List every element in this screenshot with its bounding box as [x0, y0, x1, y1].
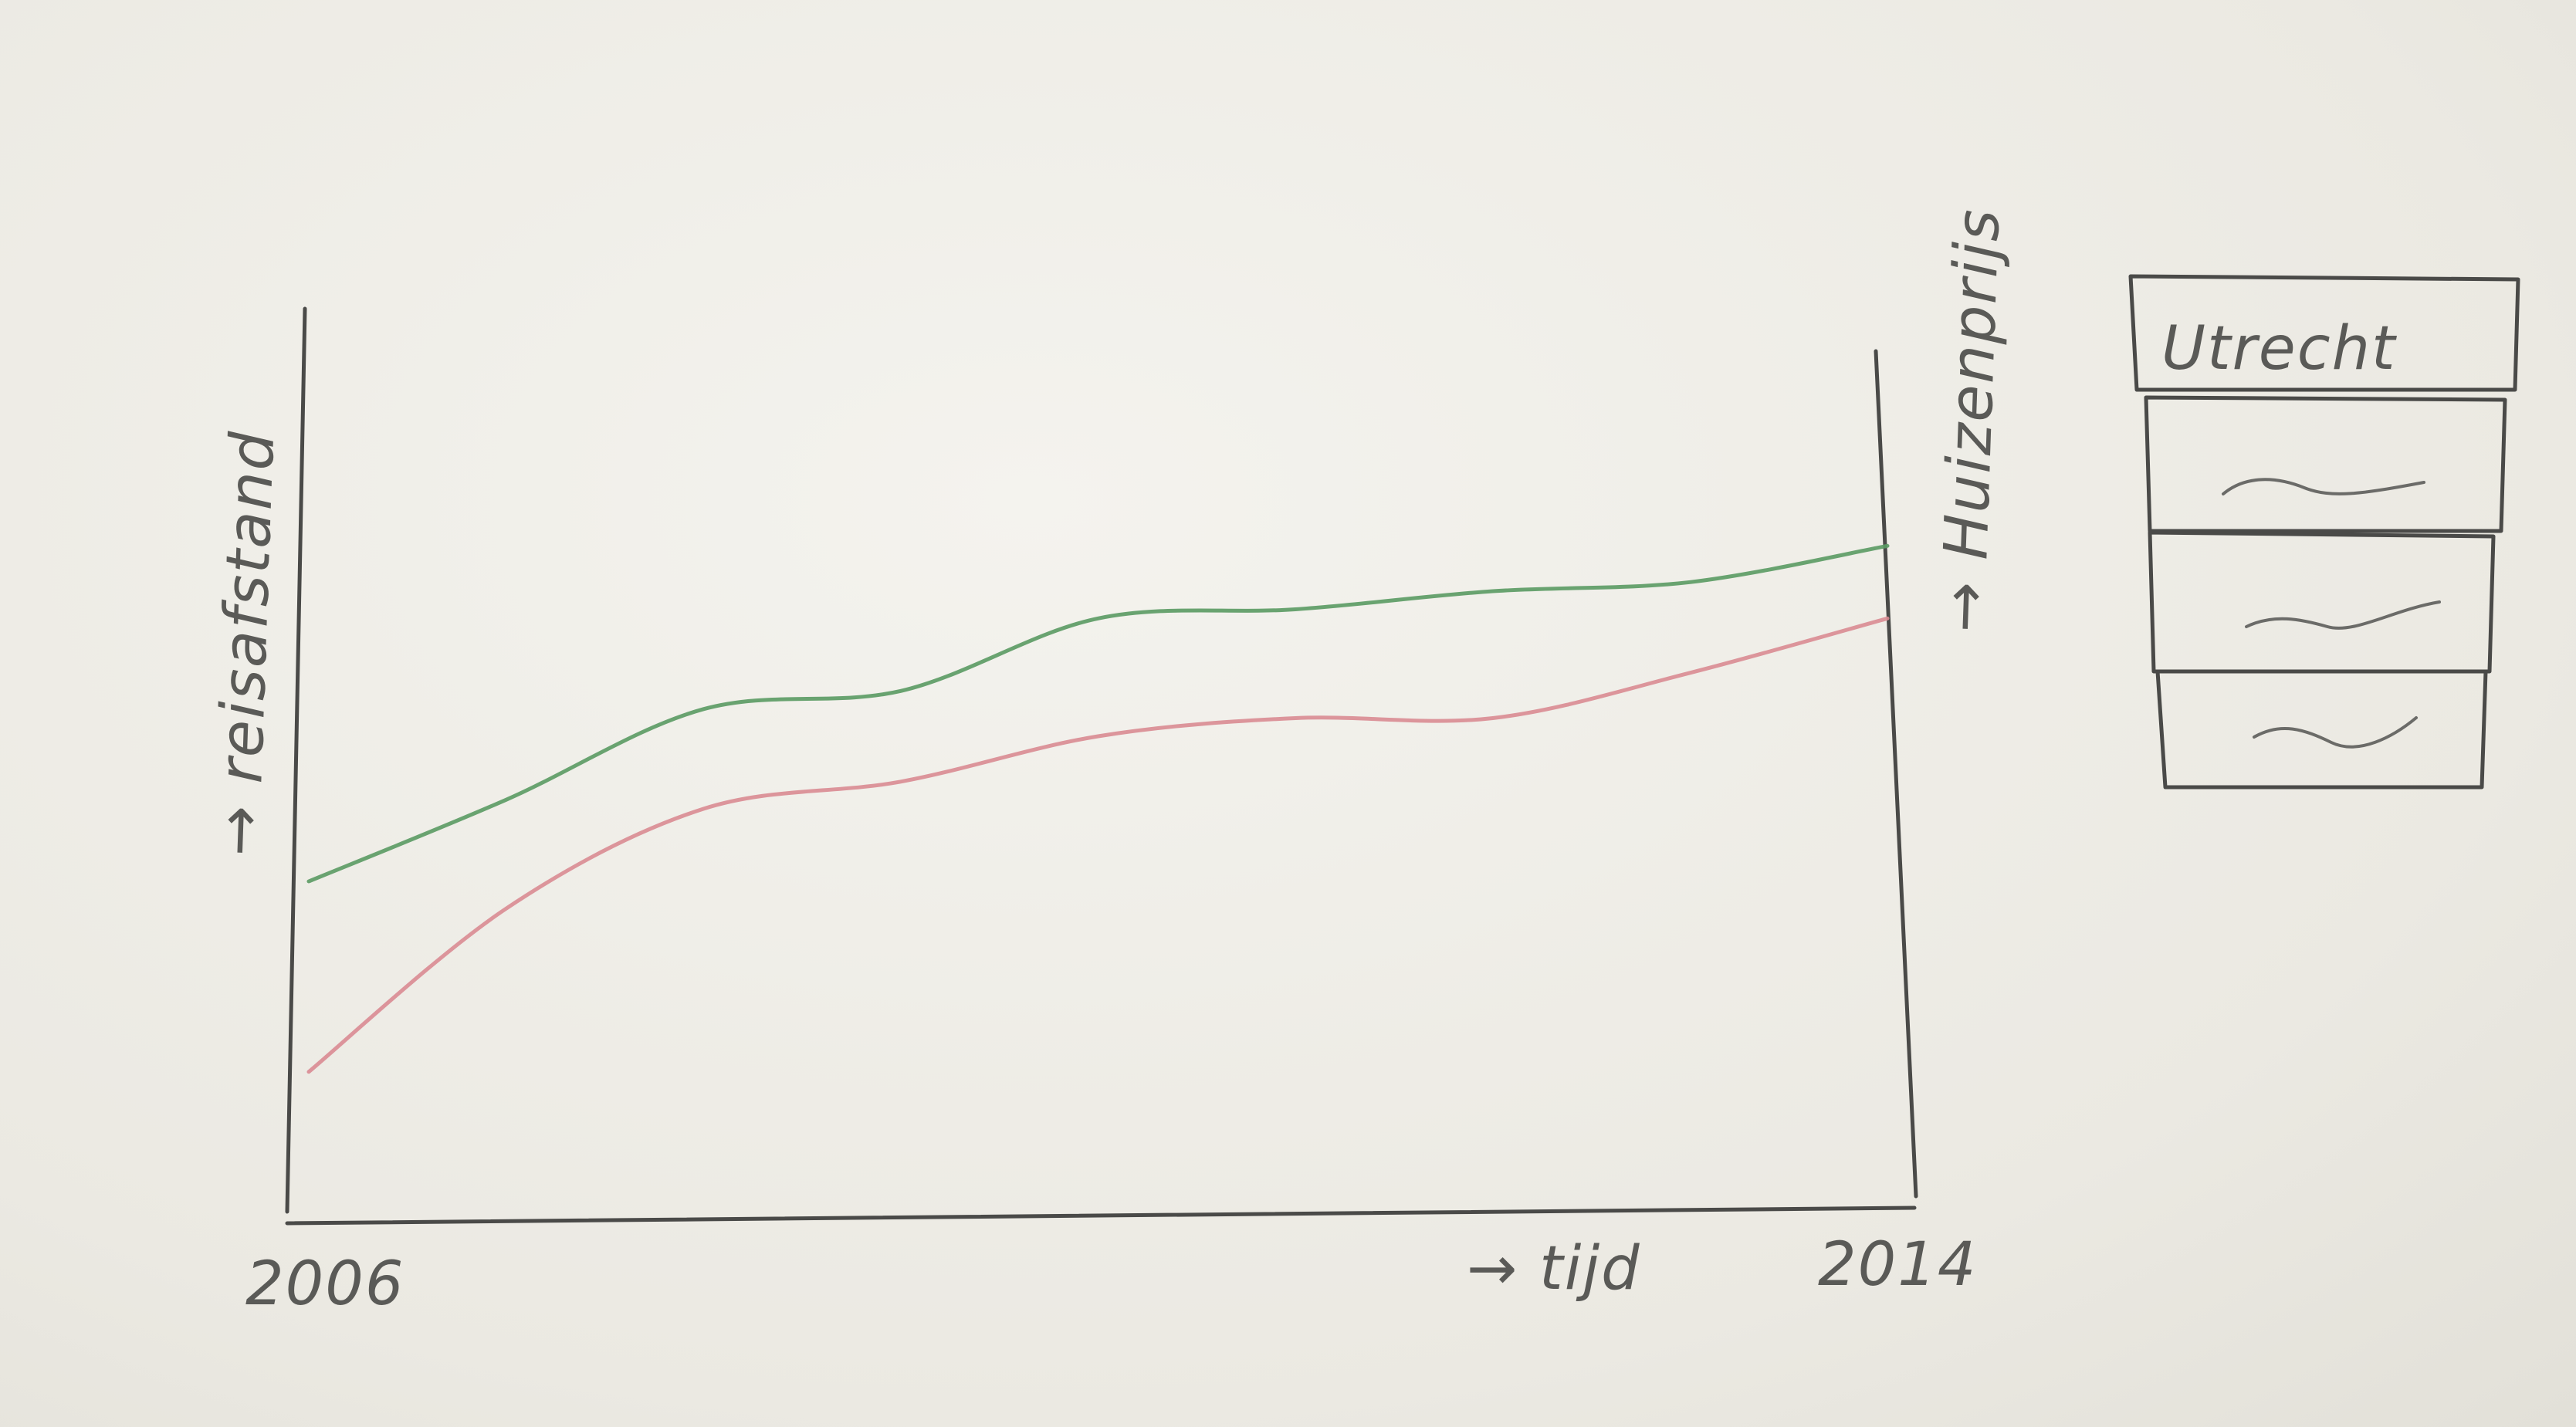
y-axis-right: [1874, 349, 1918, 1199]
axes: [285, 306, 1918, 1226]
legend-entry-mark-3: [2253, 716, 2418, 749]
legend-entry-box-1: [2144, 395, 2507, 533]
legend: Utrecht: [2128, 274, 2520, 790]
legend-entry-mark-2: [2245, 600, 2441, 630]
x-start-label: 2006: [245, 1249, 405, 1319]
y-axis-label-right: → Huizenprijs: [1929, 207, 2013, 634]
series-line-2: [306, 616, 1890, 1074]
legend-title-box: [2128, 274, 2520, 392]
x-end-label: 2014: [1818, 1230, 1978, 1300]
legend-entry-box-2: [2148, 530, 2496, 674]
legend-entry-box-3: [2155, 669, 2488, 790]
legend-entry-mark-1: [2222, 478, 2425, 495]
legend-title: Utrecht: [2161, 314, 2397, 384]
x-axis-label: → tijd: [1467, 1234, 1641, 1304]
y-axis-label-left: → reisafstand: [204, 429, 288, 857]
series-layer: [306, 543, 1890, 1074]
y-axis-left: [285, 306, 307, 1214]
series-line-1: [306, 543, 1890, 884]
x-axis: [285, 1206, 1917, 1226]
